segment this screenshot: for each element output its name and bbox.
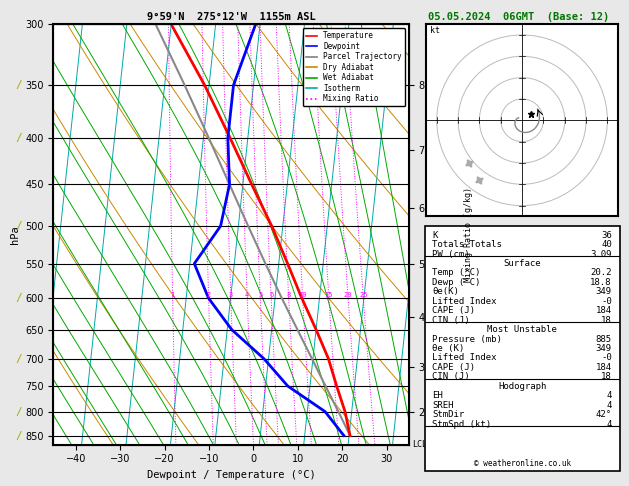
Text: Totals Totals: Totals Totals	[432, 240, 502, 249]
Text: /: /	[16, 133, 22, 143]
Text: Pressure (mb): Pressure (mb)	[432, 334, 502, 344]
Text: 18: 18	[601, 316, 612, 325]
Text: CIN (J): CIN (J)	[432, 372, 470, 382]
Text: 8: 8	[287, 292, 291, 298]
Text: K: K	[432, 231, 438, 240]
Text: CAPE (J): CAPE (J)	[432, 363, 476, 372]
Text: EH: EH	[432, 391, 443, 400]
Text: StmSpd (kt): StmSpd (kt)	[432, 419, 491, 429]
Text: 1: 1	[170, 292, 175, 298]
Text: 18: 18	[601, 372, 612, 382]
Text: 20.2: 20.2	[590, 268, 612, 278]
Text: 4: 4	[245, 292, 249, 298]
Text: 18.8: 18.8	[590, 278, 612, 287]
Text: Surface: Surface	[503, 259, 541, 268]
Text: CAPE (J): CAPE (J)	[432, 306, 476, 315]
FancyBboxPatch shape	[425, 226, 620, 471]
Text: 6: 6	[269, 292, 273, 298]
Text: 25: 25	[359, 292, 367, 298]
Text: 4: 4	[606, 400, 612, 410]
Text: Temp (°C): Temp (°C)	[432, 268, 481, 278]
Text: PW (cm): PW (cm)	[432, 250, 470, 259]
Text: 05.05.2024  06GMT  (Base: 12): 05.05.2024 06GMT (Base: 12)	[428, 12, 609, 22]
Title: 9°59'N  275°12'W  1155m ASL: 9°59'N 275°12'W 1155m ASL	[147, 12, 316, 22]
Text: /: /	[16, 431, 22, 440]
Text: 3: 3	[229, 292, 233, 298]
Text: Mixing Ratio (g/kg): Mixing Ratio (g/kg)	[464, 187, 473, 282]
Y-axis label: hPa: hPa	[9, 225, 19, 244]
Text: 20: 20	[344, 292, 352, 298]
Y-axis label: km
ASL: km ASL	[428, 226, 449, 243]
Text: 5: 5	[258, 292, 262, 298]
Text: LCL: LCL	[413, 440, 427, 449]
Text: 885: 885	[596, 334, 612, 344]
Text: -0: -0	[601, 297, 612, 306]
Text: -0: -0	[601, 353, 612, 363]
Text: © weatheronline.co.uk: © weatheronline.co.uk	[474, 459, 571, 469]
Text: 2: 2	[206, 292, 211, 298]
Text: 10: 10	[298, 292, 307, 298]
Text: /: /	[16, 80, 22, 90]
Text: 349: 349	[596, 287, 612, 296]
Text: /: /	[16, 293, 22, 303]
Text: 15: 15	[325, 292, 333, 298]
Text: 184: 184	[596, 306, 612, 315]
Text: 4: 4	[606, 391, 612, 400]
Text: Dewp (°C): Dewp (°C)	[432, 278, 481, 287]
Text: Lifted Index: Lifted Index	[432, 297, 497, 306]
Text: 3.09: 3.09	[590, 250, 612, 259]
Text: θe (K): θe (K)	[432, 344, 465, 353]
Text: 349: 349	[596, 344, 612, 353]
X-axis label: Dewpoint / Temperature (°C): Dewpoint / Temperature (°C)	[147, 470, 316, 480]
Text: /: /	[16, 407, 22, 417]
Legend: Temperature, Dewpoint, Parcel Trajectory, Dry Adiabat, Wet Adiabat, Isotherm, Mi: Temperature, Dewpoint, Parcel Trajectory…	[303, 28, 405, 106]
Text: Most Unstable: Most Unstable	[487, 325, 557, 334]
Text: StmDir: StmDir	[432, 410, 465, 419]
Text: SREH: SREH	[432, 400, 454, 410]
Text: kt: kt	[430, 26, 440, 35]
Text: 36: 36	[601, 231, 612, 240]
Text: /: /	[16, 221, 22, 231]
Text: 42°: 42°	[596, 410, 612, 419]
Text: 40: 40	[601, 240, 612, 249]
Text: θe(K): θe(K)	[432, 287, 459, 296]
Text: CIN (J): CIN (J)	[432, 316, 470, 325]
Text: Hodograph: Hodograph	[498, 382, 546, 391]
Text: Lifted Index: Lifted Index	[432, 353, 497, 363]
Text: 184: 184	[596, 363, 612, 372]
Text: 4: 4	[606, 419, 612, 429]
Text: /: /	[16, 354, 22, 364]
